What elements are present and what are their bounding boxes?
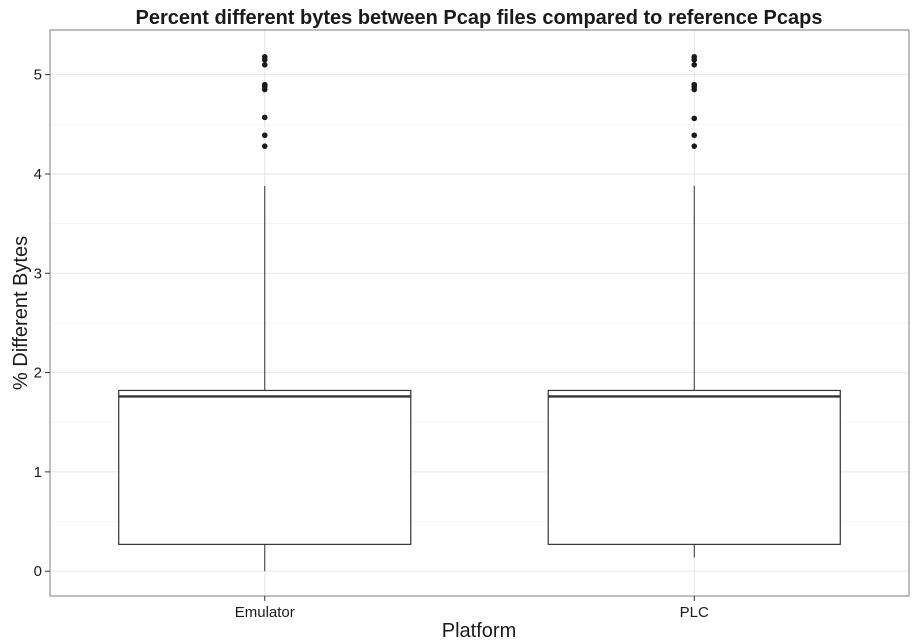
y-tick-label: 1 xyxy=(34,464,42,481)
outlier-point xyxy=(261,54,268,60)
chart-title: Percent different bytes between Pcap fil… xyxy=(136,7,823,29)
outlier-point xyxy=(691,143,698,149)
outlier-point xyxy=(261,143,268,149)
outlier-point xyxy=(261,61,268,68)
y-tick-label: 0 xyxy=(34,563,42,580)
box-group-emulator xyxy=(118,54,412,572)
plot-panel xyxy=(49,29,910,597)
y-tick-label: 3 xyxy=(34,265,42,282)
x-tick-label: Emulator xyxy=(235,604,295,621)
outlier-point xyxy=(691,115,698,122)
outlier-point xyxy=(691,54,698,60)
y-tick-label: 5 xyxy=(34,67,42,84)
y-axis: 0 1 2 3 4 5 xyxy=(34,67,50,580)
outlier-point xyxy=(691,81,698,88)
outlier-point xyxy=(691,61,698,68)
x-tick-label: PLC xyxy=(680,604,709,621)
outlier-point xyxy=(261,81,268,88)
panel-border xyxy=(49,29,910,597)
outlier-point xyxy=(261,114,268,121)
y-tick-label: 2 xyxy=(34,365,42,382)
iqr-box xyxy=(118,389,412,545)
x-axis: Emulator PLC xyxy=(235,596,709,621)
y-tick-label: 4 xyxy=(34,166,42,183)
x-axis-title: Platform xyxy=(442,620,516,642)
y-axis-title: % Different Bytes xyxy=(10,236,32,390)
iqr-box xyxy=(547,389,841,545)
outlier-point xyxy=(691,132,698,139)
outlier-point xyxy=(261,132,268,139)
box-group-plc xyxy=(547,54,841,558)
